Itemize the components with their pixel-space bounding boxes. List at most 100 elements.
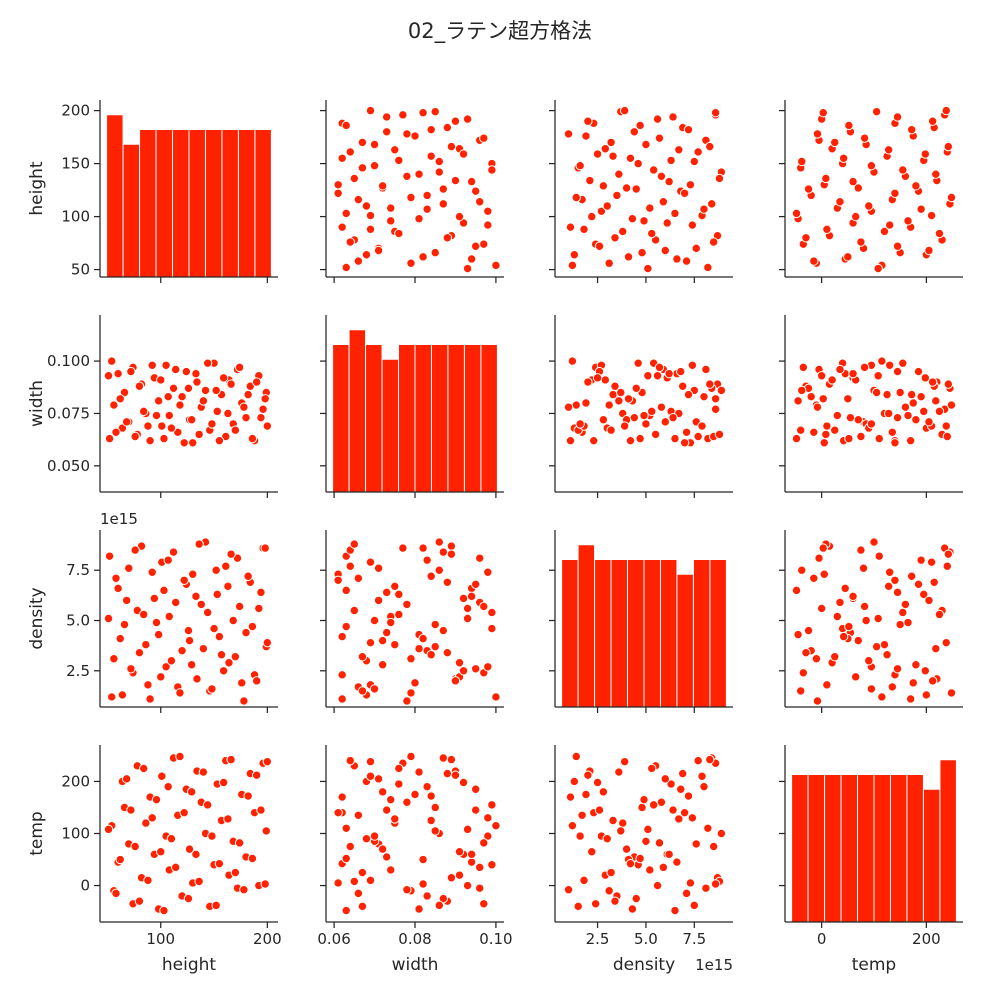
histogram-bar <box>939 759 957 923</box>
scatter-point <box>699 204 709 214</box>
scatter-point <box>418 854 428 865</box>
scatter-point <box>589 435 599 446</box>
scatter-point <box>703 823 713 833</box>
scatter-point <box>470 186 481 196</box>
scatter-point <box>921 690 932 700</box>
histogram-bar <box>414 344 432 493</box>
scatter-point <box>610 233 620 243</box>
scatter-point <box>859 601 870 612</box>
scatter-point <box>194 876 204 887</box>
scatter-point <box>906 124 917 135</box>
scatter-point <box>115 394 125 404</box>
scatter-point <box>462 263 473 274</box>
scatter-point <box>377 635 388 646</box>
scatter-point <box>361 250 372 260</box>
scatter-point <box>830 425 840 435</box>
scatter-point <box>430 826 440 836</box>
scatter-point <box>357 652 368 662</box>
scatter-point <box>223 581 233 592</box>
scatter-point <box>848 368 858 379</box>
scatter-point <box>648 165 659 175</box>
scatter-point <box>345 147 355 157</box>
y-axis-label: width <box>27 380 47 427</box>
scatter-point <box>844 433 854 444</box>
scatter-point <box>818 543 828 553</box>
scatter-point <box>251 676 262 686</box>
scatter-point <box>241 627 251 638</box>
scatter-point <box>491 692 501 702</box>
scatter-point <box>796 425 806 435</box>
scatter-point <box>191 849 201 860</box>
scatter-point <box>149 593 160 604</box>
scatter-point <box>796 686 806 696</box>
scatter-point <box>903 617 913 628</box>
histogram-bar <box>365 344 383 493</box>
scatter-point <box>111 427 121 437</box>
scatter-point <box>381 112 392 122</box>
scatter-point <box>906 571 917 581</box>
scatter-point <box>454 870 465 880</box>
scatter-point <box>230 425 241 435</box>
scatter-point <box>186 787 197 797</box>
scatter-point <box>454 658 465 668</box>
panel-width-vs-temp <box>779 315 963 498</box>
scatter-point <box>192 674 202 684</box>
scatter-point <box>619 421 630 431</box>
scatter-point <box>877 356 887 366</box>
scatter-point <box>337 792 347 802</box>
scatter-point <box>430 641 440 652</box>
scatter-point <box>641 419 651 429</box>
scatter-point <box>418 633 428 644</box>
scatter-point <box>109 654 119 664</box>
scatter-point <box>606 425 616 435</box>
scatter-point <box>563 402 574 412</box>
scatter-point <box>170 597 181 608</box>
scatter-point <box>883 145 894 155</box>
scatter-point <box>381 627 392 638</box>
scatter-point <box>618 818 628 828</box>
scatter-point <box>668 805 678 815</box>
x-tick-label: 200 <box>912 930 941 948</box>
scatter-point <box>633 358 643 368</box>
scatter-point <box>183 893 194 904</box>
scatter-point <box>699 781 709 792</box>
scatter-point <box>386 203 396 213</box>
histogram-bar <box>447 344 465 493</box>
scatter-point <box>816 603 827 614</box>
scatter-point <box>258 404 268 414</box>
scatter-point <box>643 263 653 274</box>
scatter-point <box>218 777 229 788</box>
histogram-bar <box>889 774 908 923</box>
scatter-point <box>845 412 856 423</box>
scatter-point <box>161 662 171 672</box>
scatter-point <box>873 371 883 381</box>
scatter-point <box>402 599 412 610</box>
scatter-point <box>130 841 140 852</box>
scatter-point <box>819 438 829 448</box>
scatter-point <box>911 415 921 425</box>
scatter-point <box>811 654 822 664</box>
y-tick-label: 200 <box>61 102 90 120</box>
scatter-point <box>879 639 890 650</box>
scatter-point <box>402 885 412 895</box>
scatter-point <box>676 366 686 377</box>
scatter-point <box>341 823 351 833</box>
scatter-point <box>357 686 368 696</box>
scatter-point <box>479 838 489 848</box>
scatter-point <box>635 120 645 131</box>
scatter-point <box>575 831 585 841</box>
scatter-point <box>483 662 493 672</box>
scatter-point <box>592 373 603 383</box>
scatter-point <box>377 660 388 670</box>
scatter-point <box>145 435 155 446</box>
scatter-point <box>422 204 432 214</box>
scatter-point <box>143 875 153 886</box>
scatter-point <box>791 433 802 444</box>
scatter-point <box>701 364 711 375</box>
scatter-point <box>130 545 140 555</box>
scatter-point <box>487 623 497 634</box>
scatter-point <box>226 549 236 559</box>
scatter-point <box>654 362 665 373</box>
histogram-bar <box>561 559 579 708</box>
scatter-point <box>365 224 376 235</box>
